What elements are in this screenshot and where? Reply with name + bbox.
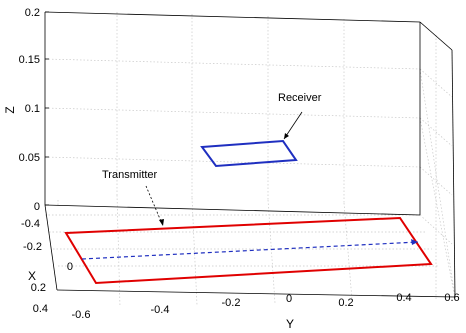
y-axis: -0.6 -0.4 -0.2 0 0.2 0.4 0.6 Y <box>72 292 460 331</box>
transmitter-loop <box>64 216 433 285</box>
z-axis: 0.2 0.15 0.1 0.05 0 Z <box>3 7 49 213</box>
axis-box <box>44 11 456 298</box>
transmitter-label: Transmitter <box>102 169 158 181</box>
z-axis-label: Z <box>3 106 17 113</box>
y-tick-label: 0.6 <box>444 292 459 304</box>
x-axis: -0.4 -0.2 0 0.2 0.4 X <box>21 218 73 315</box>
y-tick-label: -0.4 <box>151 304 170 316</box>
x-tick-label: 0.4 <box>33 303 48 315</box>
back-wall-grid <box>44 12 456 308</box>
x-tick-label: -0.4 <box>21 218 40 230</box>
transmitter-dashed-path <box>81 241 419 260</box>
y-tick-label: -0.6 <box>72 309 91 321</box>
z-tick-label: 0.2 <box>25 7 40 19</box>
receiver-label: Receiver <box>278 92 322 104</box>
y-tick-label: 0 <box>286 293 292 305</box>
receiver-loop <box>200 139 298 168</box>
y-tick-label: -0.2 <box>222 297 241 309</box>
z-tick-label: 0.15 <box>19 54 40 66</box>
dashed-path-arrowhead <box>411 239 418 245</box>
x-tick-label: -0.2 <box>23 241 42 253</box>
z-tick-label: 0.1 <box>25 103 40 115</box>
transmitter-pointer-line <box>145 185 164 227</box>
x-tick-label: 0.2 <box>31 282 46 294</box>
y-tick-label: 0.4 <box>396 292 411 304</box>
x-axis-label: X <box>28 269 36 283</box>
transmitter-pointer-arrowhead <box>159 219 164 226</box>
receiver-pointer-arrowhead <box>284 133 289 139</box>
z-tick-label: 0.05 <box>19 152 40 164</box>
y-tick-label: 0.2 <box>338 297 353 309</box>
x-tick-label: 0 <box>67 261 73 273</box>
z-tick-label: 0 <box>34 201 40 213</box>
y-axis-label: Y <box>286 317 294 331</box>
